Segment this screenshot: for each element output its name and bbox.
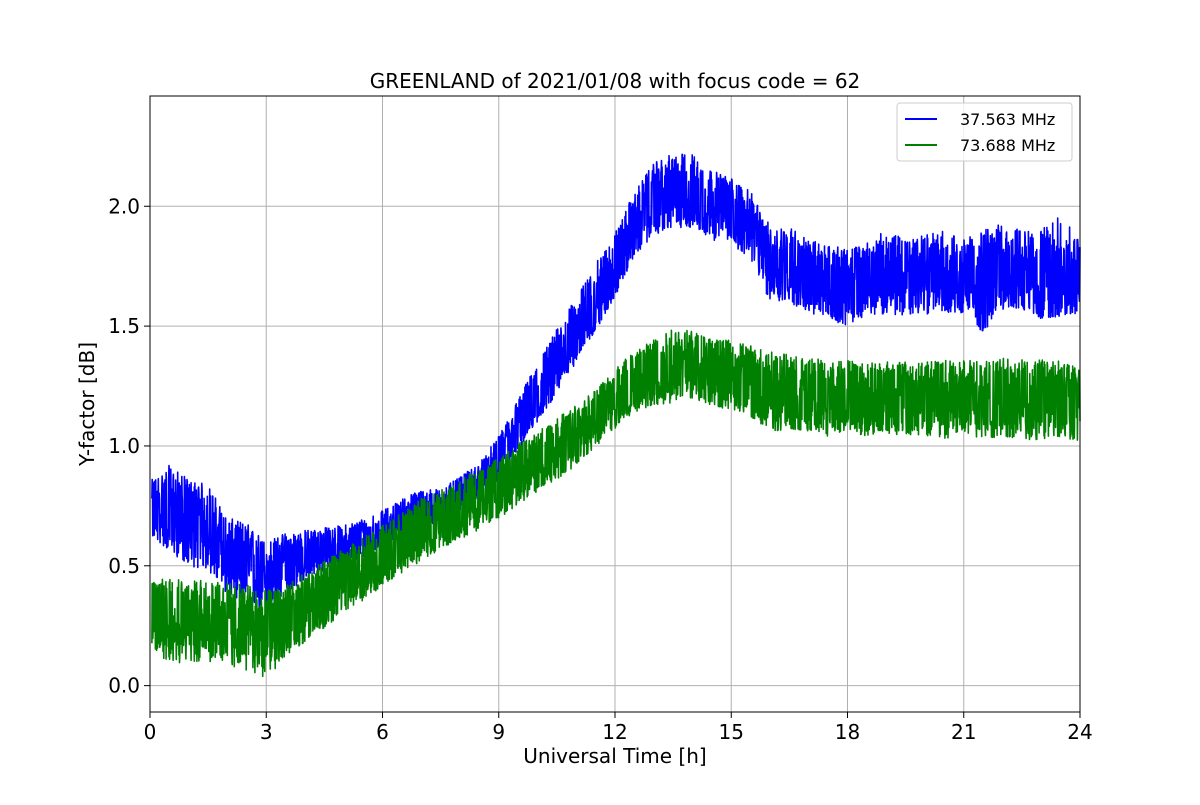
chart-title: GREENLAND of 2021/01/08 with focus code …	[370, 69, 861, 93]
series-line-1	[151, 153, 1081, 610]
x-axis-label: Universal Time [h]	[523, 744, 706, 768]
legend: 37.563 MHz 73.688 MHz	[896, 102, 1073, 162]
y-tick-label: 0.5	[108, 554, 140, 578]
x-tick-label: 0	[144, 720, 157, 744]
y-tick-label: 2.0	[108, 194, 140, 218]
x-tick-label: 24	[1067, 720, 1092, 744]
x-tick-label: 6	[376, 720, 389, 744]
legend-label-series-2: 73.688 MHz	[960, 136, 1055, 155]
x-tick-label: 15	[719, 720, 744, 744]
legend-label-series-1: 37.563 MHz	[960, 110, 1055, 129]
series-line-2	[151, 329, 1081, 678]
y-tick-label: 0.0	[108, 674, 140, 698]
y-axis-label: Y-factor [dB]	[75, 342, 99, 467]
x-tick-label: 18	[835, 720, 860, 744]
x-tick-label: 3	[260, 720, 273, 744]
legend-box	[896, 102, 1073, 162]
x-tick-label: 21	[951, 720, 976, 744]
x-tick-label: 9	[492, 720, 505, 744]
y-tick-label: 1.0	[108, 434, 140, 458]
series-lines	[151, 153, 1081, 678]
x-tick-label: 12	[602, 720, 627, 744]
axis-ticks: 0 3 6 9 12 15 18 21 24 0.0 0.5 1.0 1.5 2.0	[108, 194, 1093, 744]
y-tick-label: 1.5	[108, 314, 140, 338]
